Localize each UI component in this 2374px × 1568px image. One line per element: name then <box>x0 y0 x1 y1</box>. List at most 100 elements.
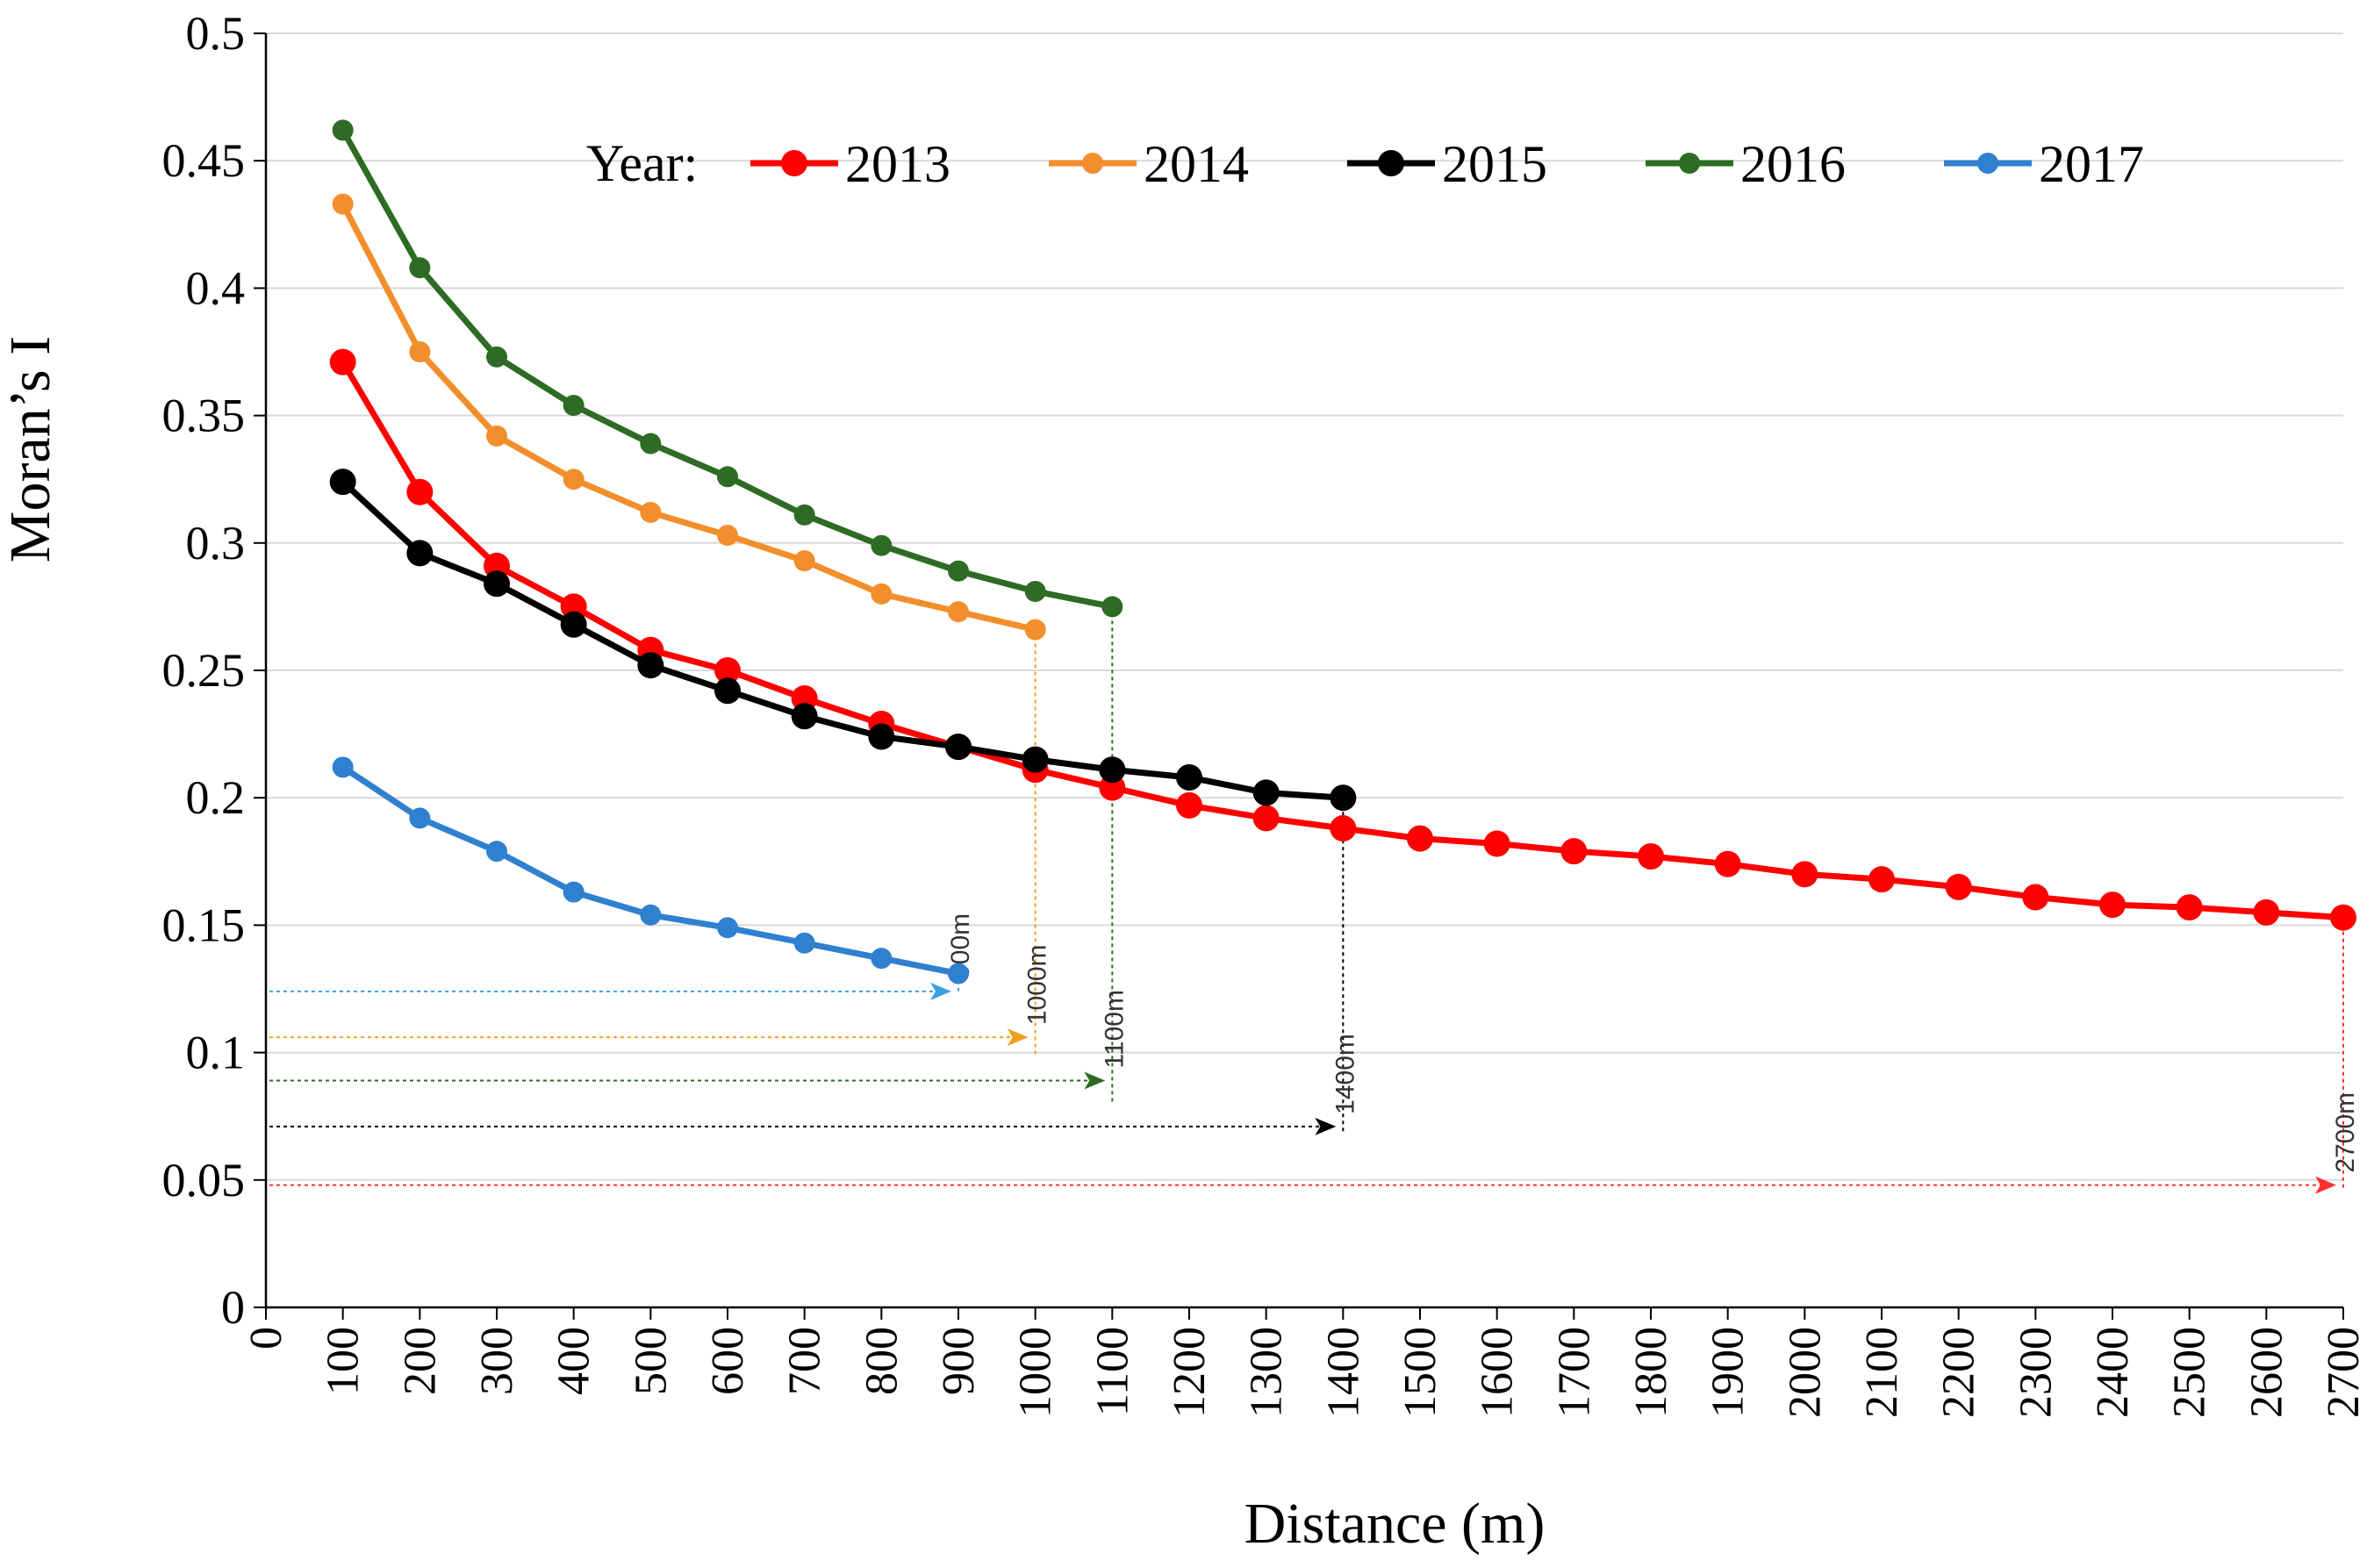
x-tick-label: 900 <box>934 1327 984 1395</box>
y-tick-label: 0.3 <box>186 517 246 569</box>
x-tick-label: 1000 <box>1011 1327 1061 1418</box>
y-tick-label: 0.5 <box>186 7 246 60</box>
data-point-2013 <box>714 657 741 684</box>
x-tick-label: 2200 <box>1934 1327 1984 1418</box>
data-point-2017 <box>563 881 585 903</box>
x-tick-label: 0 <box>241 1327 291 1350</box>
data-point-2013 <box>2330 904 2356 931</box>
data-point-2013 <box>1638 842 1664 870</box>
data-point-2015 <box>1022 746 1049 773</box>
data-point-2013 <box>1560 838 1588 865</box>
annotation-label: 1000m <box>1023 944 1052 1025</box>
annotation-arrowhead <box>1084 1071 1106 1090</box>
data-point-2016 <box>332 119 354 141</box>
data-point-2015 <box>868 723 895 750</box>
x-tick-label: 2600 <box>2241 1327 2292 1418</box>
x-tick-label: 1900 <box>1703 1327 1754 1418</box>
x-tick-label: 100 <box>319 1327 369 1395</box>
data-point-2013 <box>1714 850 1741 877</box>
data-point-2014 <box>717 525 738 547</box>
data-point-2013 <box>1407 825 1433 852</box>
legend-marker-2016 <box>1679 153 1700 174</box>
data-point-2017 <box>793 932 815 954</box>
series-line-2014 <box>340 201 1039 634</box>
y-tick-label: 0.1 <box>186 1027 246 1079</box>
x-tick-label: 1800 <box>1626 1327 1676 1418</box>
data-point-2013 <box>1791 861 1818 888</box>
data-point-2016 <box>1101 596 1123 618</box>
data-point-2013 <box>2176 894 2203 921</box>
legend-marker-2015 <box>1378 150 1404 176</box>
data-point-2013 <box>2022 884 2049 911</box>
legend-title: Year: <box>586 134 698 192</box>
y-tick-label: 0.4 <box>186 261 246 314</box>
x-tick-label: 2000 <box>1780 1327 1830 1418</box>
data-point-2013 <box>406 478 434 505</box>
series-layer <box>329 119 2356 984</box>
data-point-2013 <box>1868 866 1895 893</box>
data-point-2015 <box>484 570 510 598</box>
data-point-2013 <box>1483 830 1510 857</box>
annotation-label: 1400m <box>1330 1034 1359 1114</box>
data-point-2014 <box>486 425 507 447</box>
data-point-2015 <box>560 611 587 638</box>
series-2014 <box>332 193 1046 641</box>
data-point-2015 <box>714 677 741 705</box>
x-tick-label: 2500 <box>2165 1327 2215 1418</box>
y-tick-label: 0.2 <box>186 771 246 824</box>
data-point-2014 <box>640 501 662 523</box>
x-tick-label: 400 <box>549 1327 599 1395</box>
legend-entry-2015: 2015 <box>1347 135 1547 193</box>
data-point-2013 <box>329 348 356 376</box>
annotation-arrowhead <box>2315 1176 2336 1194</box>
legend-label-2017: 2017 <box>2039 135 2144 193</box>
x-tick-label: 2100 <box>1857 1327 1907 1418</box>
legend-marker-2013 <box>781 150 807 176</box>
data-point-2016 <box>640 433 662 455</box>
x-tick-label: 500 <box>626 1327 676 1395</box>
data-point-2013 <box>1330 815 1357 842</box>
x-tick-label: 800 <box>857 1327 907 1395</box>
y-tick-label: 0.15 <box>162 899 246 951</box>
annotation-label: 2700m <box>2331 1092 2360 1173</box>
legend-marker-2017 <box>1977 153 1998 174</box>
data-point-2016 <box>717 466 738 488</box>
annotation-arrowhead <box>930 982 951 1000</box>
y-tick-label: 0.35 <box>162 390 246 442</box>
y-tick-label: 0.45 <box>162 134 246 187</box>
y-axis-title: Moran’s I <box>0 336 62 562</box>
data-point-2015 <box>945 734 972 761</box>
x-tick-label: 1200 <box>1165 1327 1215 1418</box>
data-point-2016 <box>486 346 507 368</box>
x-tick-label: 1100 <box>1087 1327 1137 1416</box>
data-point-2015 <box>1252 779 1280 806</box>
legend-label-2015: 2015 <box>1442 135 1547 193</box>
x-tick-label: 2700 <box>2319 1327 2369 1418</box>
data-point-2013 <box>1252 805 1280 832</box>
x-tick-label: 600 <box>703 1327 753 1395</box>
annotation-label: 1100m <box>1100 990 1129 1069</box>
x-tick-label: 1500 <box>1395 1327 1445 1418</box>
data-point-2014 <box>793 550 815 572</box>
data-point-2017 <box>486 841 507 863</box>
data-point-2016 <box>409 257 431 279</box>
data-point-2017 <box>640 904 662 926</box>
legend-entry-2016: 2016 <box>1646 135 1846 193</box>
x-tick-label: 1600 <box>1473 1327 1523 1418</box>
grid-layer <box>266 32 2343 1181</box>
data-point-2015 <box>1176 763 1202 791</box>
x-axis-title: Distance (m) <box>1244 1492 1546 1556</box>
data-point-2015 <box>1330 784 1357 812</box>
data-point-2014 <box>332 193 354 215</box>
series-2016 <box>332 119 1123 618</box>
data-point-2015 <box>406 540 434 567</box>
axis-layer: 0 0.05 0.1 0.15 0.2 0.25 0.3 0.35 0.4 0.45 0.5 0 100… <box>162 7 2370 1418</box>
data-point-2017 <box>409 807 431 829</box>
data-point-2016 <box>1024 580 1046 602</box>
legend-label-2014: 2014 <box>1144 135 1249 193</box>
x-tick-label: 700 <box>780 1327 830 1395</box>
data-point-2014 <box>948 601 969 623</box>
y-tick-label: 0.05 <box>162 1154 246 1206</box>
legend-entry-2017: 2017 <box>1944 135 2144 193</box>
data-point-2015 <box>1099 756 1126 784</box>
